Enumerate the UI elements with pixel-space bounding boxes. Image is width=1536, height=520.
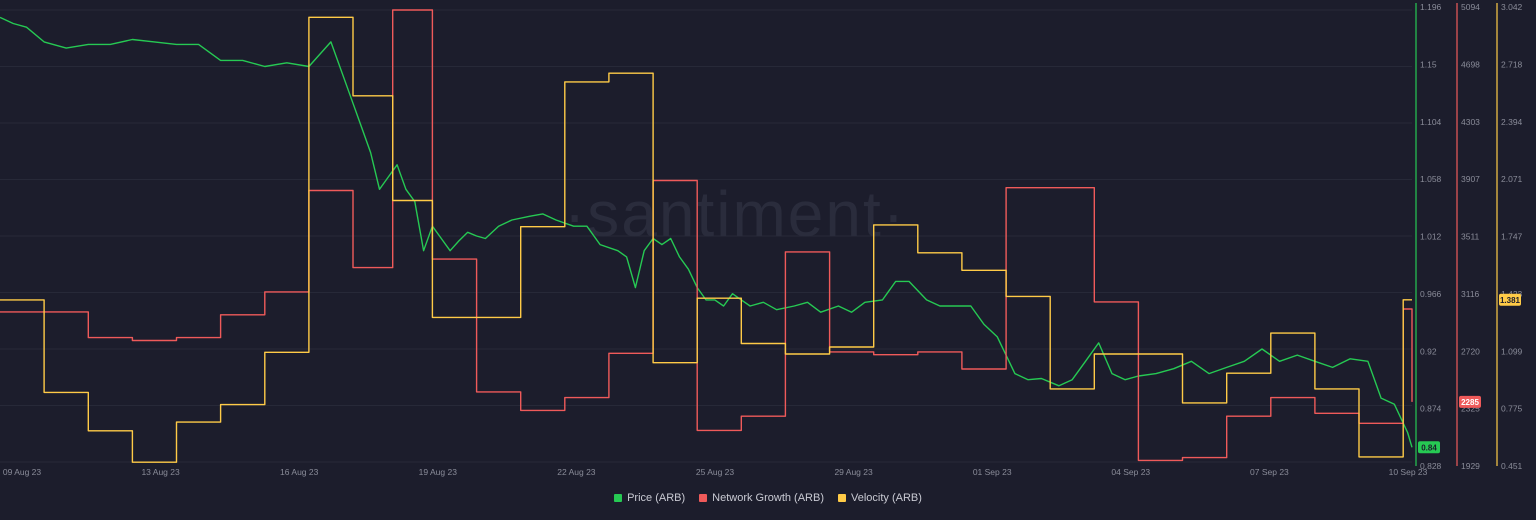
last-value-badge	[1459, 395, 1481, 408]
last-value-badge	[1418, 441, 1440, 454]
last-value-badge-text: 1.381	[1500, 296, 1521, 305]
legend-label-velocity: Velocity (ARB)	[851, 492, 922, 504]
y-tick-label: 3511	[1461, 232, 1480, 242]
x-axis: 09 Aug 23 13 Aug 23 16 Aug 23 19 Aug 23 22 A…	[3, 467, 1428, 477]
y-tick-label: 1.747	[1501, 232, 1523, 242]
x-tick-label: 10 Sep 23	[1389, 467, 1428, 477]
y-tick-label: 2.071	[1501, 174, 1523, 184]
legend-swatch-velocity	[838, 494, 846, 502]
y-tick-label: 1.012	[1420, 232, 1442, 242]
y-tick-label: 2.718	[1501, 59, 1523, 69]
y-tick-label: 1.15	[1420, 59, 1437, 69]
y-tick-label: 3907	[1461, 174, 1480, 184]
series-line-0	[0, 16, 1413, 448]
x-tick-label: 29 Aug 23	[834, 467, 873, 477]
y-tick-label: 3116	[1461, 289, 1480, 299]
y-tick-label: 2325	[1461, 404, 1480, 414]
x-tick-label: 16 Aug 23	[280, 467, 319, 477]
legend-swatch-price	[614, 494, 623, 502]
y-tick-label: 3.042	[1501, 2, 1523, 12]
y-tick-label: 1.099	[1501, 346, 1523, 356]
last-value-badge-text: 0.84	[1421, 443, 1437, 452]
y-tick-label: 0.92	[1420, 346, 1437, 356]
y-tick-label: 2720	[1461, 346, 1480, 356]
legend-swatch-network-growth	[699, 494, 708, 502]
legend-label-price: Price (ARB)	[627, 492, 686, 504]
x-tick-label: 13 Aug 23	[141, 467, 180, 477]
x-tick-label: 22 Aug 23	[557, 467, 596, 477]
y-tick-label: 0.874	[1420, 404, 1442, 414]
last-value-badge	[1499, 293, 1521, 306]
legend-item-network-growth[interactable]: Network Growth (ARB)	[699, 492, 824, 504]
y-tick-label: 4303	[1461, 117, 1480, 127]
y-tick-label: 4698	[1461, 59, 1480, 69]
series-line-1	[0, 9, 1413, 462]
y-tick-label: 5094	[1461, 2, 1480, 12]
y-tick-label: 1.058	[1420, 174, 1442, 184]
y-tick-label: 1.104	[1420, 117, 1442, 127]
y-tick-label: 0.828	[1420, 461, 1442, 471]
legend: Price (ARB) Network Growth (ARB) Velocit…	[0, 492, 1536, 504]
y-tick-label: 0.451	[1501, 461, 1523, 471]
watermark: ·santiment·	[564, 178, 906, 250]
y-tick-label: 0.775	[1501, 404, 1523, 414]
grid	[0, 9, 1412, 463]
legend-item-price[interactable]: Price (ARB)	[614, 492, 685, 504]
series-group	[0, 9, 1413, 463]
x-tick-label: 09 Aug 23	[3, 467, 42, 477]
series-line-2	[0, 16, 1412, 463]
x-tick-label: 19 Aug 23	[419, 467, 458, 477]
last-value-badge-text: 2285	[1461, 398, 1479, 407]
value-badges: 0.84 2285 1.381	[1418, 293, 1521, 454]
y-tick-label: 0.966	[1420, 289, 1442, 299]
y-tick-label: 1.196	[1420, 2, 1442, 12]
x-tick-label: 01 Sep 23	[973, 467, 1012, 477]
legend-label-network-growth: Network Growth (ARB)	[712, 492, 824, 504]
y-tick-label: 2.394	[1501, 117, 1523, 127]
x-tick-label: 25 Aug 23	[696, 467, 735, 477]
x-tick-label: 07 Sep 23	[1250, 467, 1289, 477]
legend-item-velocity[interactable]: Velocity (ARB)	[838, 492, 922, 504]
x-tick-label: 04 Sep 23	[1111, 467, 1150, 477]
y-tick-label: 1929	[1461, 461, 1480, 471]
